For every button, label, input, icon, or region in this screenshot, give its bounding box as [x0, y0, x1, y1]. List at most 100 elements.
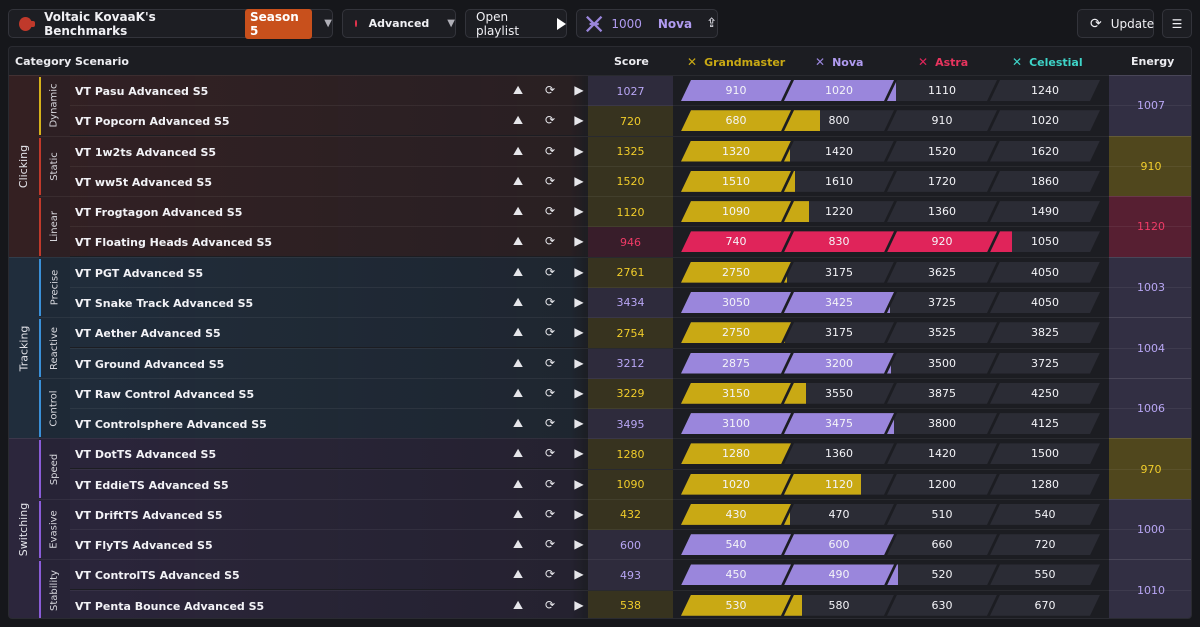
refresh-icon[interactable]: ⟳ [544, 506, 556, 521]
rank-bar-fill [784, 80, 894, 101]
subcategory-accent [39, 561, 41, 618]
rank-threshold: 540 [1034, 507, 1056, 521]
leaderboard-icon[interactable]: ⛰ [512, 446, 524, 461]
refresh-icon[interactable]: ⟳ [544, 385, 556, 400]
refresh-icon[interactable]: ⟳ [544, 204, 556, 219]
leaderboard-icon[interactable]: ⛰ [512, 204, 524, 219]
leaderboard-icon[interactable]: ⛰ [512, 506, 524, 521]
subcategory-accent [39, 500, 41, 559]
share-icon[interactable]: ⇪ [706, 16, 717, 31]
leaderboard-icon[interactable]: ⛰ [512, 537, 524, 552]
update-button[interactable]: ⟳ Update [1077, 9, 1154, 38]
rank-bar-fill [784, 353, 894, 374]
rank-bar-celestial: 3825 [990, 322, 1100, 343]
refresh-icon[interactable]: ⟳ [544, 446, 556, 461]
leaderboard-icon[interactable]: ⛰ [512, 476, 524, 491]
leaderboard-icon[interactable]: ⛰ [512, 113, 524, 128]
subcategory-precise: Precise [39, 256, 70, 318]
subcategory-accent [39, 379, 41, 438]
refresh-icon[interactable]: ⟳ [544, 325, 556, 340]
leaderboard-icon[interactable]: ⛰ [512, 355, 524, 370]
settings-button[interactable]: ☰ [1162, 9, 1192, 38]
leaderboard-icon[interactable]: ⛰ [512, 567, 524, 582]
benchmark-selector[interactable]: Voltaic KovaaK's Benchmarks Season 5 ▼ [8, 8, 333, 39]
rank-threshold: 530 [725, 598, 747, 612]
difficulty-label: Advanced [368, 17, 430, 30]
refresh-icon[interactable]: ⟳ [544, 264, 556, 279]
rank-bar-nova: 470 [784, 504, 894, 525]
play-icon[interactable]: ▶ [574, 234, 584, 249]
rank-progress-bars: 1280 1360 1420 1500 [681, 443, 1101, 464]
play-icon[interactable]: ▶ [574, 597, 584, 612]
refresh-icon[interactable]: ⟳ [544, 416, 556, 431]
play-icon[interactable]: ▶ [574, 506, 584, 521]
subcategory-linear: Linear [39, 196, 70, 257]
rank-bar-fill [784, 474, 861, 495]
rank-bar-grandmaster: 430 [681, 504, 791, 525]
leaderboard-icon[interactable]: ⛰ [512, 325, 524, 340]
leaderboard-icon[interactable]: ⛰ [512, 416, 524, 431]
refresh-icon[interactable]: ⟳ [544, 597, 556, 612]
rank-progress-bars: 910 1020 1110 1240 [681, 80, 1101, 101]
rank-bar-astra: 1420 [887, 443, 997, 464]
play-icon[interactable]: ▶ [574, 83, 584, 97]
subcategory-accent [39, 137, 41, 196]
rank-bar-fill [681, 564, 791, 585]
leaderboard-icon[interactable]: ⛰ [512, 294, 524, 309]
leaderboard-icon[interactable]: ⛰ [512, 234, 524, 249]
rank-threshold: 1720 [928, 174, 956, 188]
refresh-icon[interactable]: ⟳ [544, 355, 556, 370]
grandmaster-rank-icon: ✕ [687, 55, 698, 69]
rank-threshold: 720 [1034, 538, 1056, 552]
play-icon[interactable]: ▶ [574, 567, 584, 582]
play-icon[interactable]: ▶ [574, 537, 584, 552]
play-icon[interactable]: ▶ [574, 355, 584, 370]
rank-bar-fill [784, 292, 894, 313]
rank-threshold: 1620 [1031, 144, 1059, 158]
rank-bar-celestial: 1050 [990, 231, 1100, 252]
refresh-icon[interactable]: ⟳ [544, 537, 556, 552]
refresh-icon[interactable]: ⟳ [544, 173, 556, 188]
leaderboard-icon[interactable]: ⛰ [512, 597, 524, 612]
refresh-icon[interactable]: ⟳ [544, 113, 556, 128]
refresh-icon[interactable]: ⟳ [544, 143, 556, 158]
leaderboard-icon[interactable]: ⛰ [512, 83, 524, 97]
play-icon[interactable]: ▶ [574, 476, 584, 491]
play-icon[interactable]: ▶ [574, 294, 584, 309]
refresh-icon[interactable]: ⟳ [544, 294, 556, 309]
scenario-name: VT Floating Heads Advanced S5 [75, 236, 273, 250]
difficulty-selector[interactable]: Advanced ▼ [342, 9, 456, 38]
refresh-icon[interactable]: ⟳ [544, 567, 556, 582]
rank-bar-nova: 3175 [784, 262, 894, 283]
leaderboard-icon[interactable]: ⛰ [512, 264, 524, 279]
rank-bar-fill [681, 322, 791, 343]
table-row: VT Popcorn Advanced S5 ⛰ ⟳ ▶ 720 680 800 910 102… [70, 105, 1191, 137]
play-icon[interactable]: ▶ [574, 325, 584, 340]
rank-bar-fill [681, 141, 791, 162]
play-icon[interactable]: ▶ [574, 264, 584, 279]
difficulty-dot-icon [355, 20, 357, 27]
refresh-icon[interactable]: ⟳ [544, 476, 556, 491]
refresh-icon[interactable]: ⟳ [544, 234, 556, 249]
play-icon[interactable]: ▶ [574, 173, 584, 188]
play-icon[interactable]: ▶ [574, 204, 584, 219]
rank-bar-celestial: 540 [990, 504, 1100, 525]
rank-threshold: 2875 [722, 356, 750, 370]
play-icon[interactable]: ▶ [574, 385, 584, 400]
refresh-icon[interactable]: ⟳ [544, 83, 556, 97]
play-icon[interactable]: ▶ [574, 446, 584, 461]
play-icon[interactable]: ▶ [574, 113, 584, 128]
leaderboard-icon[interactable]: ⛰ [512, 173, 524, 188]
rank-bar-fill [681, 231, 791, 252]
rank-progress-bars: 2875 3200 3500 3725 [681, 353, 1101, 374]
leaderboard-icon[interactable]: ⛰ [512, 143, 524, 158]
rank-bar-nova: 1020 [784, 80, 894, 101]
nova-rank-icon [586, 15, 603, 32]
chevron-down-icon: ▼ [324, 18, 332, 29]
score-value: 3229 [588, 378, 673, 409]
play-icon[interactable]: ▶ [574, 143, 584, 158]
leaderboard-icon[interactable]: ⛰ [512, 385, 524, 400]
table-row: VT Pasu Advanced S5 ⛰ ⟳ ▶ 1027 910 1020 1110 124… [70, 75, 1191, 106]
play-icon[interactable]: ▶ [574, 416, 584, 431]
open-playlist-button[interactable]: Open playlist [465, 9, 567, 38]
